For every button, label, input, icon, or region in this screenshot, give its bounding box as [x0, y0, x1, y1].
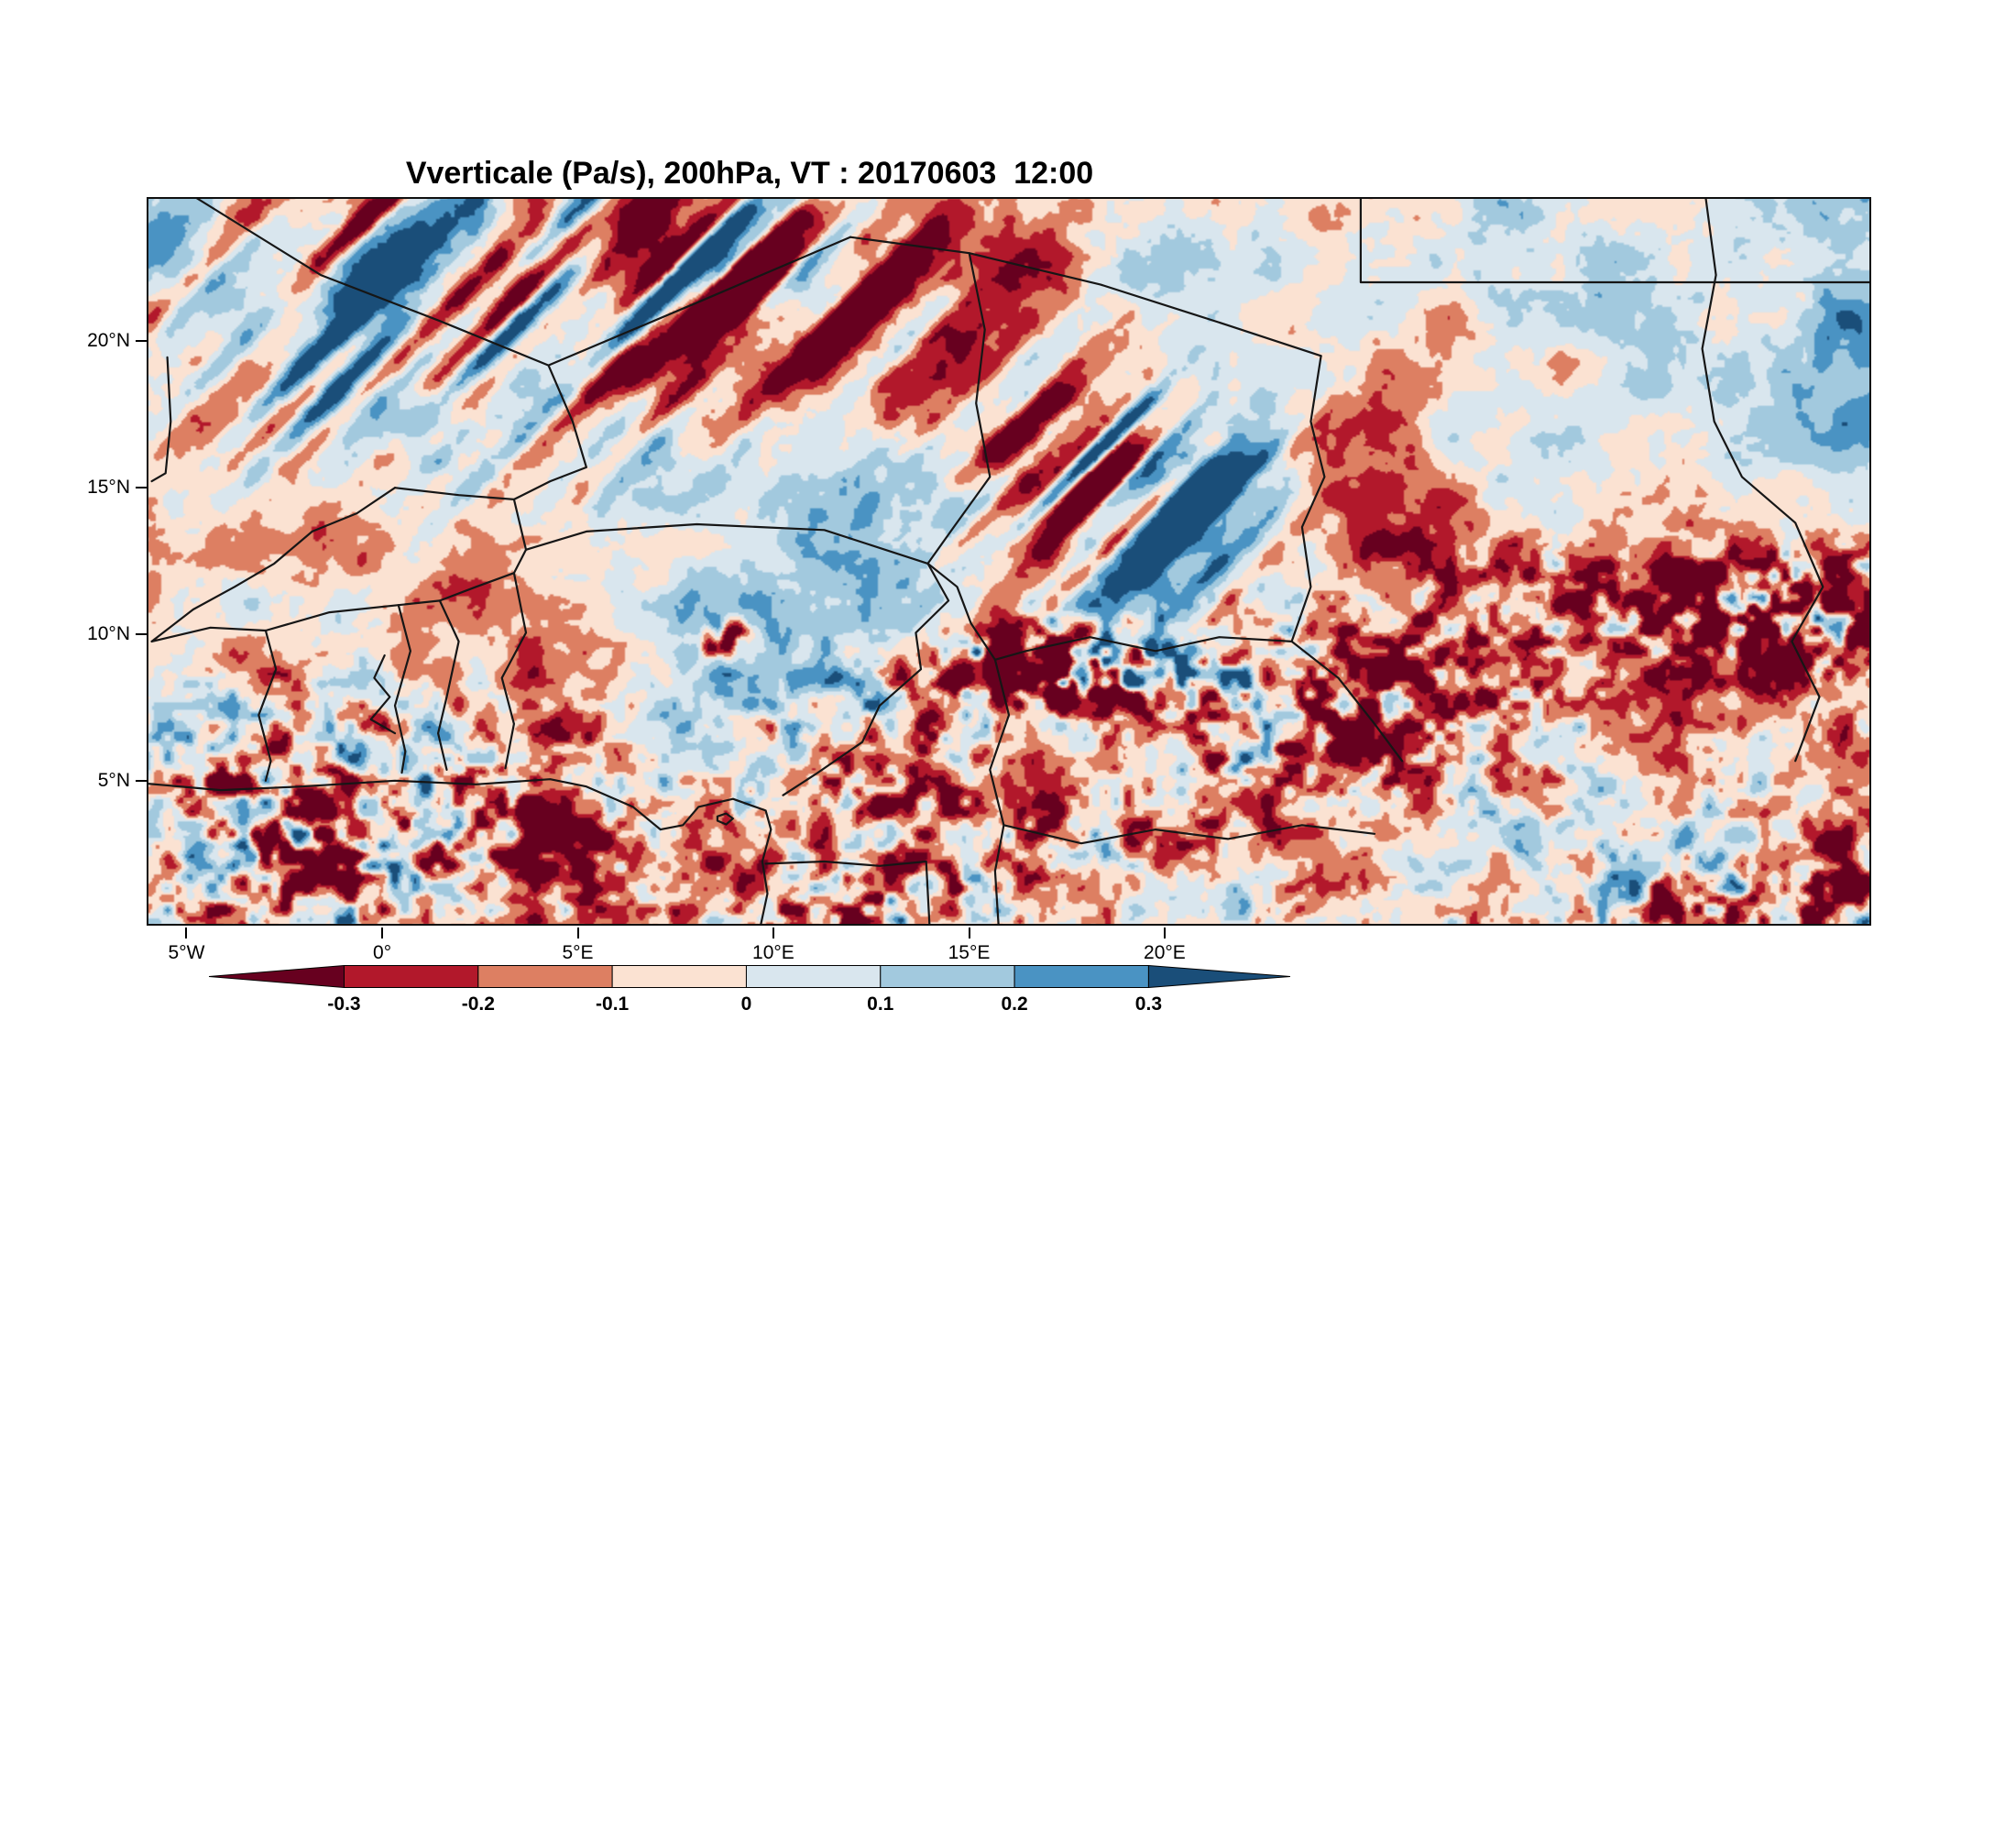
colorbar-segment	[477, 965, 613, 988]
x-axis: 5°W 0° 5°E 10°E 15°E 20°E	[147, 927, 1871, 982]
x-axis-tick-label: 20°E	[1144, 942, 1186, 963]
x-axis-tick	[772, 927, 774, 938]
country-border	[547, 236, 852, 367]
country-border	[716, 812, 735, 826]
x-axis-tick	[576, 927, 579, 938]
country-border	[150, 356, 172, 483]
country-border	[993, 636, 1293, 661]
y-axis-tick	[136, 780, 147, 783]
x-axis-tick	[381, 927, 384, 938]
y-axis: 20°N 15°N 10°N 5°N	[55, 197, 147, 926]
x-axis-tick-label: 5°W	[168, 942, 205, 963]
country-border	[512, 498, 929, 565]
colorbar-segment	[880, 965, 1015, 988]
colorbar-tick-label: -0.2	[461, 993, 495, 1015]
colorbar-tick-label: 0	[740, 993, 752, 1015]
x-axis-tick	[968, 927, 970, 938]
x-axis-tick-label: 5°E	[562, 942, 594, 963]
colorbar-segment	[209, 965, 345, 988]
country-border	[500, 548, 528, 770]
y-axis-tick	[136, 340, 147, 342]
x-axis-tick-label: 10°E	[752, 942, 794, 963]
country-border	[926, 252, 992, 565]
colorbar-tick-label: -0.3	[327, 993, 361, 1015]
colorbar: -0.3 -0.2 -0.1 0 0.1 0.2 0.3	[209, 965, 1290, 1024]
country-border	[926, 562, 997, 661]
colorbar-segment	[344, 965, 479, 988]
colorbar-svg	[209, 965, 1290, 988]
map-plot	[147, 197, 1871, 926]
x-axis-tick-label: 0°	[373, 942, 392, 963]
country-border	[150, 487, 397, 642]
y-axis-tick	[136, 486, 147, 488]
country-border	[1290, 640, 1404, 763]
y-axis-tick-label: 5°N	[97, 770, 130, 792]
y-axis-tick-label: 10°N	[87, 623, 130, 644]
country-border	[437, 599, 460, 772]
country-border	[849, 236, 1322, 357]
colorbar-tick-label: -0.1	[596, 993, 630, 1015]
country-border	[193, 197, 550, 367]
y-axis-tick-label: 15°N	[87, 476, 130, 498]
country-border	[257, 629, 278, 782]
x-axis-tick	[1163, 927, 1166, 938]
country-border	[369, 654, 397, 735]
country-border	[782, 562, 950, 796]
country-border	[147, 778, 772, 926]
x-axis-tick-label: 15°E	[948, 942, 991, 963]
country-border	[393, 364, 587, 500]
x-axis-tick	[185, 927, 188, 938]
country-border	[393, 604, 411, 774]
country-border	[1359, 197, 1871, 284]
map-borders-svg	[147, 197, 1871, 926]
colorbar-labels: -0.3 -0.2 -0.1 0 0.1 0.2 0.3	[209, 993, 1290, 1019]
y-axis-tick-label: 20°N	[87, 330, 130, 351]
country-border	[1701, 197, 1824, 763]
country-border	[764, 860, 931, 926]
colorbar-tick-label: 0.2	[1001, 993, 1028, 1015]
y-axis-tick	[136, 633, 147, 635]
colorbar-segment	[1013, 965, 1149, 988]
colorbar-segment	[745, 965, 882, 988]
country-border	[1290, 355, 1326, 642]
colorbar-tick-label: 0.3	[1134, 993, 1163, 1015]
country-border	[150, 572, 515, 642]
colorbar-segment	[611, 965, 747, 988]
colorbar-segment	[1147, 965, 1290, 988]
country-border	[989, 658, 1011, 926]
figure-title: Vverticale (Pa/s), 200hPa, VT : 20170603…	[405, 156, 1094, 191]
country-border	[1003, 824, 1376, 845]
colorbar-tick-label: 0.1	[867, 993, 894, 1015]
